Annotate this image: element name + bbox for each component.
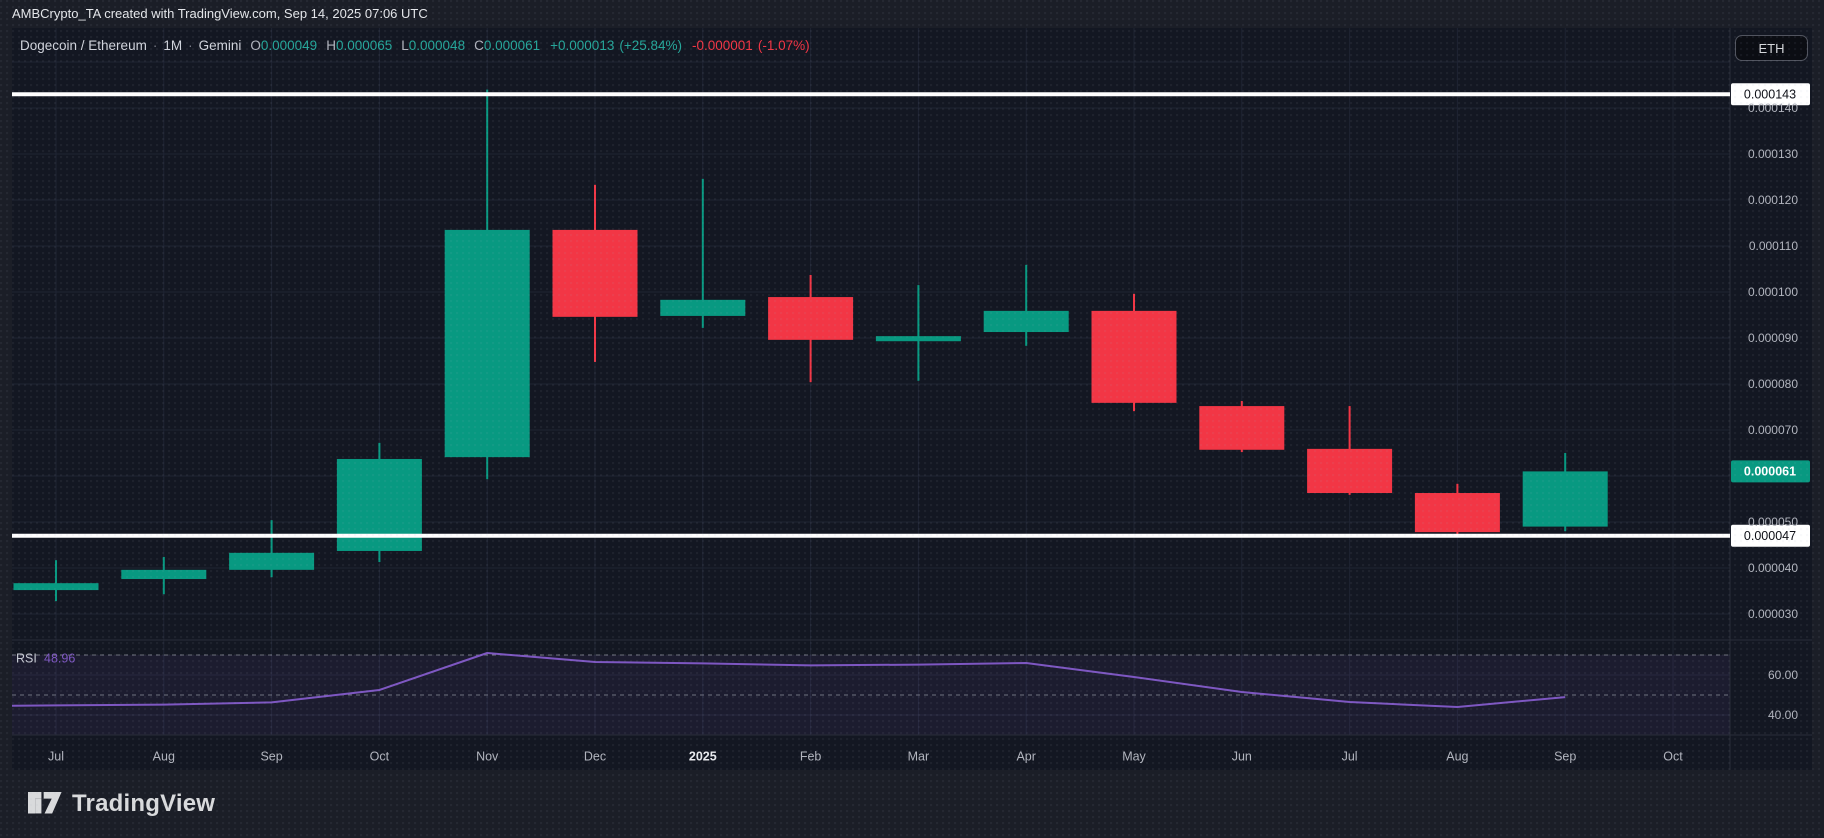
price-tick-label: 0.000030 bbox=[1748, 607, 1798, 621]
time-axis-label-may: May bbox=[1122, 749, 1146, 763]
price-tick-label: 0.000110 bbox=[1749, 239, 1798, 253]
time-axis-label-jul: Jul bbox=[1342, 749, 1358, 763]
symbol-legend: Dogecoin / Ethereum · 1M · Gemini O0.000… bbox=[20, 36, 810, 54]
candle-body-may-2025 bbox=[1091, 310, 1177, 403]
candle-body-sep-2024 bbox=[229, 552, 315, 570]
time-axis-label-nov: Nov bbox=[476, 749, 499, 763]
interval-label[interactable]: 1M bbox=[163, 37, 183, 53]
time-axis-label-aug: Aug bbox=[1446, 749, 1468, 763]
symbol-name[interactable]: Dogecoin / Ethereum bbox=[20, 37, 147, 53]
rsi-line bbox=[11, 652, 1566, 708]
secondary-change-absolute: -0.000001 bbox=[692, 37, 753, 53]
candle-body-dec-2024 bbox=[552, 229, 638, 317]
time-axis-label-jun: Jun bbox=[1232, 749, 1252, 763]
time-axis-label-2025: 2025 bbox=[689, 749, 717, 763]
change-absolute: +0.000013 bbox=[550, 37, 615, 53]
price-tick-label: 0.000100 bbox=[1748, 285, 1798, 299]
candle-body-aug-2024 bbox=[121, 569, 207, 580]
hline-price-label: 0.000047 bbox=[1744, 529, 1796, 543]
ohlc-close: C0.000061 bbox=[474, 37, 541, 53]
price-tick-label: 0.000140 bbox=[1748, 101, 1798, 115]
footer-bar: TradingView bbox=[0, 770, 1824, 838]
price-tick-label: 0.000040 bbox=[1748, 561, 1798, 575]
hline-price-label-box[interactable] bbox=[1731, 83, 1810, 106]
exchange-label: Gemini bbox=[198, 37, 242, 53]
candle-wick-mar-2025 bbox=[917, 285, 920, 381]
rsi-indicator-label: RSI bbox=[16, 651, 37, 665]
price-tick-label: 0.000120 bbox=[1748, 193, 1798, 207]
candle-body-mar-2025 bbox=[875, 336, 961, 342]
rsi-indicator-value: 48.96 bbox=[44, 651, 75, 665]
candle-body-apr-2025 bbox=[983, 310, 1069, 333]
time-axis-surface[interactable] bbox=[12, 735, 1812, 770]
price-tick-label: 0.000080 bbox=[1748, 377, 1798, 391]
price-tick-label: 0.000070 bbox=[1748, 423, 1798, 437]
time-axis-label-dec: Dec bbox=[584, 749, 606, 763]
tradingview-logo-text: TradingView bbox=[72, 790, 216, 817]
candle-body-jan-2025 bbox=[660, 299, 746, 316]
last-price-label: 0.000061 bbox=[1744, 465, 1796, 479]
last-price-label-box bbox=[1731, 460, 1810, 483]
ohlc-high: H0.000065 bbox=[326, 37, 393, 53]
price-axis-surface[interactable] bbox=[1730, 28, 1812, 735]
tradingview-logo[interactable]: TradingView bbox=[28, 790, 215, 818]
hline-price-label-box[interactable] bbox=[1731, 524, 1810, 547]
candle-wick-apr-2025 bbox=[1025, 264, 1028, 346]
time-axis-label-aug: Aug bbox=[153, 749, 175, 763]
time-axis-label-sep: Sep bbox=[260, 749, 282, 763]
chart-pane-background[interactable] bbox=[12, 28, 1812, 770]
attribution-text: AMBCrypto_TA created with TradingView.co… bbox=[12, 6, 428, 21]
ohlc-low: L0.000048 bbox=[401, 37, 466, 53]
time-axis-label-feb: Feb bbox=[800, 749, 822, 763]
price-tick-label: 0.000090 bbox=[1748, 331, 1798, 345]
price-tick-label: 0.000130 bbox=[1748, 147, 1798, 161]
time-axis-label-jul: Jul bbox=[48, 749, 64, 763]
candle-body-jun-2025 bbox=[1199, 406, 1285, 450]
tradingview-logo-icon bbox=[28, 791, 62, 813]
candle-body-aug-2025 bbox=[1414, 493, 1500, 533]
price-tick-label: 0.000050 bbox=[1748, 515, 1798, 529]
candle-wick-jul-2024 bbox=[55, 560, 57, 602]
time-axis-label-mar: Mar bbox=[908, 749, 930, 763]
legend-separator: · bbox=[152, 37, 158, 53]
candle-body-feb-2025 bbox=[768, 297, 854, 340]
currency-toggle-button[interactable]: ETH bbox=[1735, 35, 1808, 61]
hline-price-label: 0.000143 bbox=[1744, 87, 1796, 101]
time-axis-label-apr: Apr bbox=[1016, 749, 1035, 763]
attribution-bar: AMBCrypto_TA created with TradingView.co… bbox=[0, 0, 1824, 28]
candle-body-jul-2025 bbox=[1307, 448, 1393, 494]
rsi-tick-label: 60.00 bbox=[1768, 668, 1798, 682]
legend-separator: · bbox=[188, 37, 193, 53]
candle-wick-jan-2025 bbox=[701, 178, 704, 328]
ohlc-open: O0.000049 bbox=[250, 37, 318, 53]
time-axis-label-oct: Oct bbox=[370, 749, 390, 763]
candle-body-sep-2025 bbox=[1522, 471, 1608, 527]
candle-body-jul-2024 bbox=[13, 583, 99, 591]
candle-body-nov-2024 bbox=[444, 229, 530, 458]
change-percent: (+25.84%) bbox=[619, 37, 683, 53]
candle-wick-sep-2024 bbox=[270, 520, 273, 578]
time-axis-label-sep: Sep bbox=[1554, 749, 1576, 763]
secondary-change-percent: (-1.07%) bbox=[757, 37, 810, 53]
rsi-tick-label: 40.00 bbox=[1768, 708, 1798, 722]
time-axis-label-oct: Oct bbox=[1663, 749, 1683, 763]
